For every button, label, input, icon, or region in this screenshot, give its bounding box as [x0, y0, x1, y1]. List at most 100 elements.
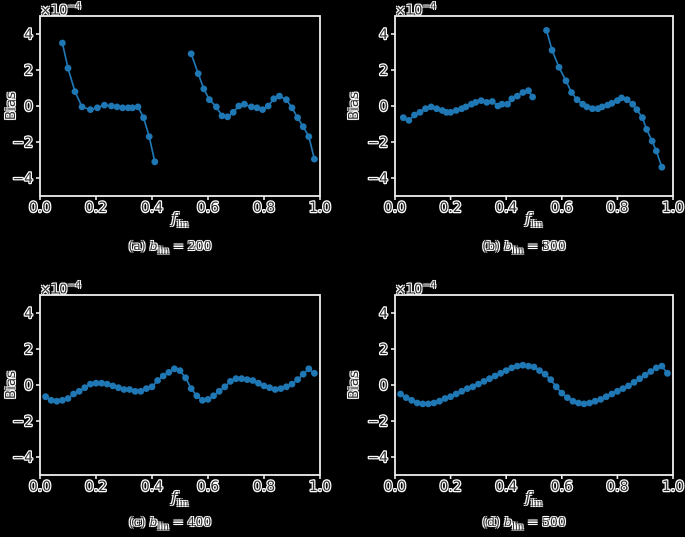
data-point [253, 104, 261, 112]
x-axis-label: flin [40, 211, 320, 230]
data-point [187, 385, 195, 392]
x-tick-label: 1.0 [309, 200, 331, 216]
y-tick-label: 0 [24, 378, 33, 394]
x-tick-label: 0.0 [384, 200, 406, 216]
y-tick-label: −4 [12, 171, 33, 187]
data-point [143, 385, 150, 392]
data-point [552, 383, 560, 391]
caption-sub: lin [157, 246, 170, 257]
offset-base: ×10 [395, 3, 423, 19]
x-axis-label: flin [395, 211, 673, 230]
data-point [229, 108, 237, 116]
data-point [633, 106, 641, 113]
x-axis-label: flin [40, 490, 320, 509]
x-tick-label: 0.2 [85, 479, 107, 495]
data-point [525, 362, 532, 370]
data-point [608, 99, 616, 107]
data-point [598, 103, 606, 111]
data-point [513, 92, 521, 100]
data-point [462, 103, 470, 111]
x-tick-label: 1.0 [662, 479, 684, 495]
data-point [411, 111, 418, 119]
caption-value: = 300 [527, 238, 566, 253]
data-point [218, 112, 226, 120]
data-point [652, 364, 660, 372]
data-point [193, 392, 201, 400]
data-point [120, 386, 128, 393]
data-point [658, 163, 666, 171]
data-point [283, 383, 290, 391]
x-tick-label: 0.4 [495, 200, 517, 216]
data-point [171, 365, 178, 373]
data-point [131, 387, 139, 395]
data-point [648, 137, 656, 145]
xlabel-var: f [525, 490, 531, 506]
data-point [119, 104, 126, 112]
data-point [508, 95, 516, 103]
y-axis-offset-label: ×10−4 [40, 1, 81, 18]
data-point [543, 27, 550, 34]
data-point [463, 385, 471, 392]
data-point [248, 103, 255, 111]
subplot-caption: (c) blin = 400 [30, 514, 310, 533]
data-point [270, 95, 278, 103]
caption-var: b [503, 514, 512, 529]
data-point [548, 46, 556, 54]
xlabel-var: f [525, 211, 531, 227]
data-point [408, 396, 416, 404]
data-point [288, 380, 296, 388]
data-point [452, 390, 460, 398]
data-point [140, 114, 148, 122]
data-point [64, 64, 72, 72]
data-point [583, 103, 591, 111]
data-line [61, 42, 156, 162]
caption-var: b [503, 238, 512, 253]
data-point [276, 92, 283, 100]
data-point [491, 372, 499, 380]
data-point [413, 399, 421, 407]
x-tick-label: 0.4 [495, 479, 517, 495]
data-point [75, 387, 83, 395]
caption-index: (b) [482, 238, 500, 253]
xlabel-var: f [171, 490, 177, 506]
data-point [452, 107, 460, 114]
caption-index: (d) [482, 514, 500, 529]
offset-exponent: −4 [67, 1, 82, 12]
data-point [447, 108, 454, 116]
data-point [397, 390, 404, 398]
data-point [436, 397, 443, 405]
y-tick-label: 2 [24, 63, 33, 79]
data-point [573, 96, 581, 104]
data-point [402, 394, 410, 401]
subplot-c: ×10−4 Bias 0.0 0.2 0.4 0.6 0.8 1.0 −4 −2 0 2 4 fli… [0, 269, 342, 537]
data-point [98, 379, 105, 387]
data-point [441, 395, 449, 402]
data-point [630, 378, 638, 386]
data-point [238, 375, 246, 383]
data-point [71, 88, 79, 95]
data-point [305, 133, 313, 141]
y-tick-label: 0 [379, 378, 388, 394]
y-tick-label: 0 [24, 99, 33, 115]
caption-sub: lin [511, 246, 524, 257]
data-point [109, 382, 117, 390]
data-point [480, 378, 488, 385]
data-point [458, 387, 466, 395]
caption-value: = 400 [173, 514, 212, 529]
data-point [475, 380, 482, 388]
y-tick-label: 4 [379, 27, 388, 43]
data-point [277, 385, 285, 392]
data-point [629, 100, 637, 108]
data-point [469, 383, 477, 391]
data-point [59, 396, 66, 404]
data-point [103, 380, 111, 388]
data-point [530, 363, 538, 371]
data-point [591, 397, 599, 405]
caption-index: (c) [128, 514, 146, 529]
data-point [502, 367, 510, 374]
data-point [625, 382, 632, 390]
data-point [215, 387, 223, 395]
data-point [419, 400, 427, 408]
data-point [101, 101, 108, 109]
data-point [586, 399, 593, 407]
